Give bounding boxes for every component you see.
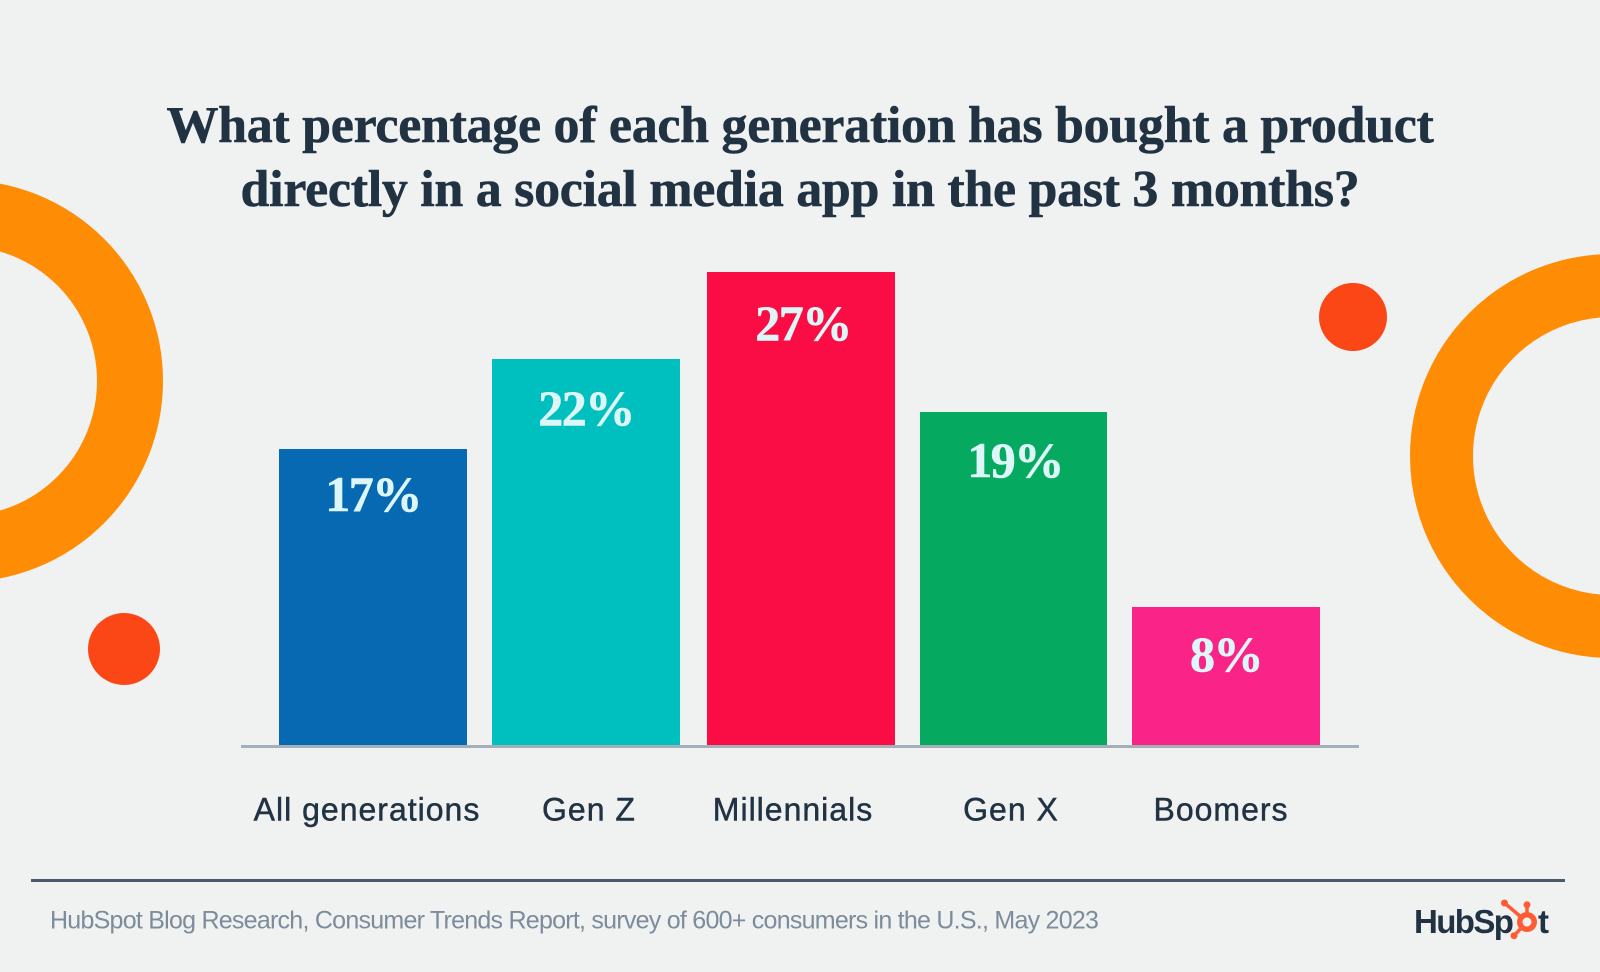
svg-text:HubSp: HubSp bbox=[1414, 903, 1513, 940]
svg-text:t: t bbox=[1538, 903, 1549, 940]
